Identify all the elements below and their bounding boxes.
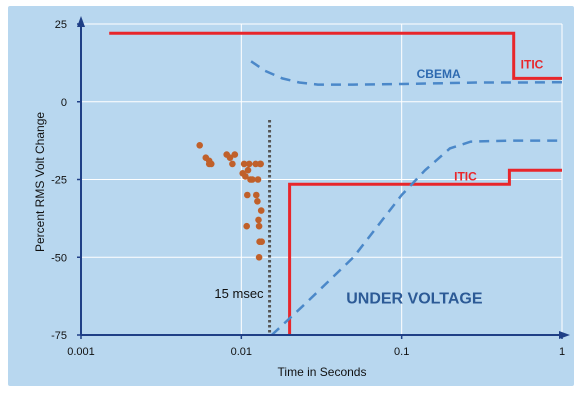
axes (77, 16, 570, 339)
x-tick-label: 0.001 (67, 346, 95, 358)
y-tick-label: -75 (51, 330, 67, 342)
scatter-point (243, 222, 250, 230)
scatter-point (240, 160, 248, 168)
cbema-dashed-line (250, 60, 563, 86)
scatter-point (257, 160, 265, 168)
scatter-point (255, 222, 263, 230)
series-lines (109, 31, 563, 336)
y-tick-label: 25 (55, 19, 67, 31)
scatter-point (257, 207, 265, 214)
scatter-point (252, 191, 260, 199)
reference-line-group: 15 msec (214, 120, 272, 335)
y-tick-label: -50 (51, 252, 67, 264)
scatter-point (255, 216, 262, 224)
scatter-point (249, 176, 256, 183)
scatter-point (196, 142, 203, 149)
tick-labels: 25 0 -25 -50 -750.001 0.01 0.1 1 (51, 19, 565, 358)
y-axis-title: Percent RMS Volt Change (33, 112, 47, 252)
x-axis-title: Time in Seconds (278, 365, 367, 379)
x-tick-label: 0.01 (231, 346, 252, 358)
annotation-cbema: CBEMA (417, 67, 461, 81)
scatter-point (244, 191, 251, 199)
scatter-point (255, 253, 263, 261)
scatter-point (244, 166, 252, 174)
scatter-points (196, 142, 266, 261)
annotation-under-voltage: UNDER VOLTAGE (346, 291, 483, 308)
scatter-point (245, 160, 253, 168)
annotation-itic: ITIC (454, 169, 477, 183)
reference-line-label: 15 msec (214, 286, 264, 301)
scatter-point (254, 176, 262, 183)
itic-solid-line (288, 168, 562, 335)
y-tick-label: 0 (61, 97, 67, 109)
scatter-point (231, 151, 239, 158)
y-tick-label: -25 (51, 175, 67, 187)
itic-solid-line (109, 31, 562, 80)
scatter-point (226, 154, 234, 161)
gridlines (81, 23, 563, 335)
x-tick-label: 1 (559, 346, 565, 358)
scatter-point (254, 198, 261, 205)
annotation-itic: ITIC (521, 57, 544, 71)
scatter-point (208, 160, 215, 168)
cbema-dashed-line (270, 139, 562, 336)
annotations: ITIC CBEMA ITIC UNDER VOLTAGE (346, 57, 543, 307)
scatter-point (242, 173, 249, 180)
x-tick-label: 0.1 (394, 346, 409, 358)
scatter-point (229, 160, 236, 168)
scatter-point (258, 238, 266, 245)
